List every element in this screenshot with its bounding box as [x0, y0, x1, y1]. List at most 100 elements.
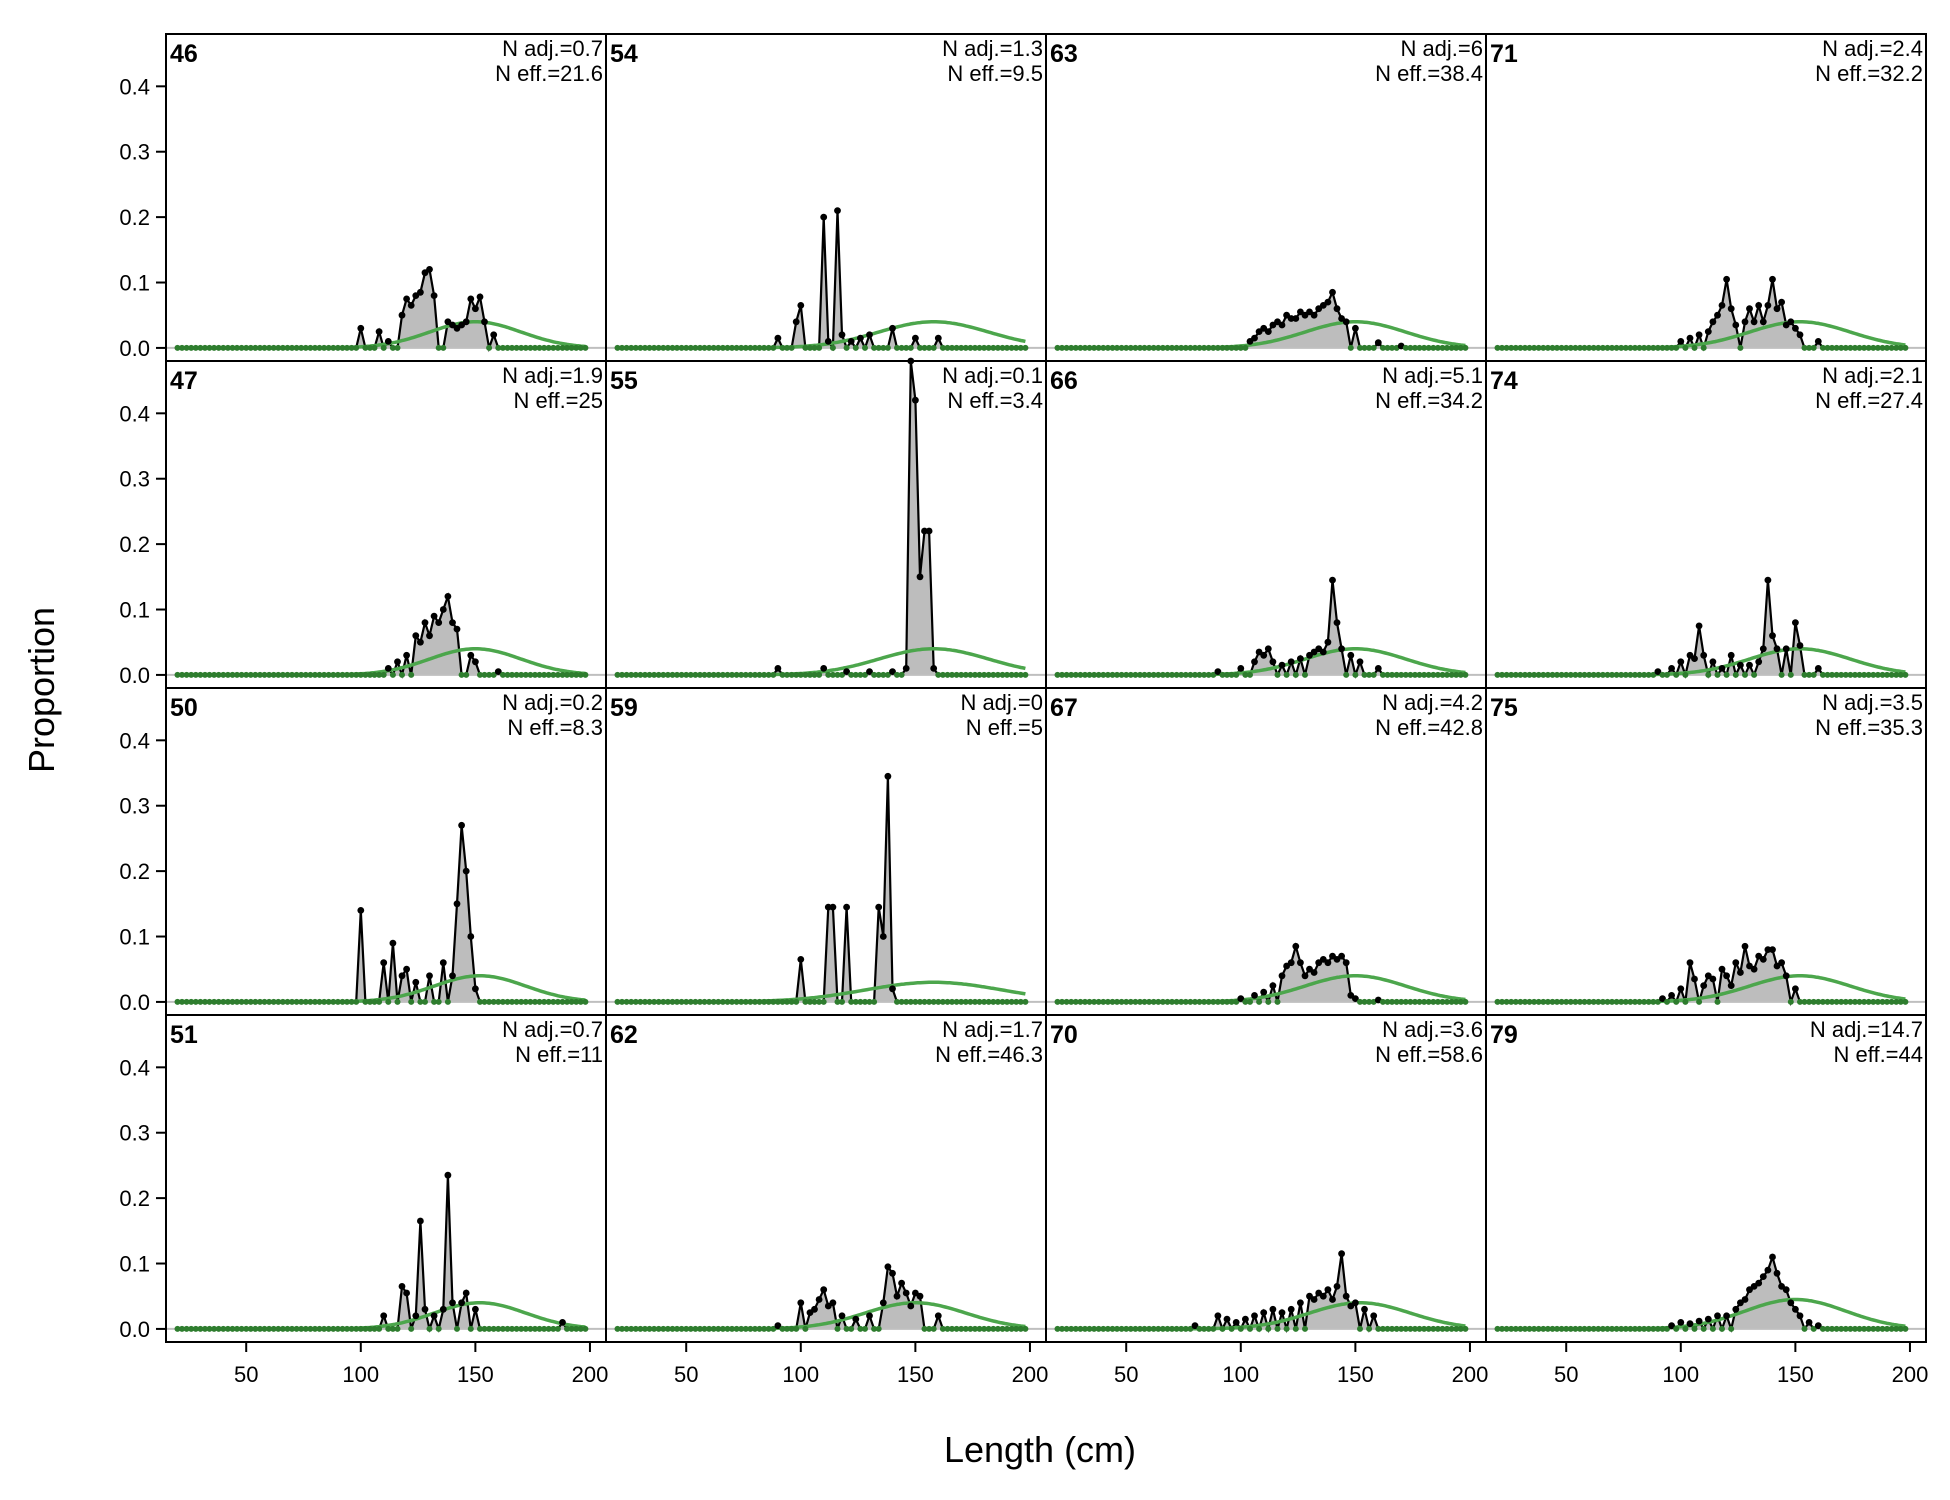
observed-point	[1764, 302, 1772, 309]
observed-point	[1352, 995, 1359, 1002]
observed-point	[1342, 318, 1350, 326]
observed-point	[871, 671, 878, 678]
observed-point	[742, 344, 749, 351]
observed-point	[1063, 998, 1070, 1005]
observed-point	[490, 331, 498, 339]
observed-point	[1366, 671, 1373, 678]
observed-point	[719, 1325, 726, 1332]
observed-point	[1329, 576, 1336, 584]
observed-point	[1178, 998, 1185, 1005]
observed-point	[453, 625, 461, 633]
observed-point	[902, 1289, 910, 1297]
observed-point	[623, 344, 630, 351]
observed-point	[266, 1325, 273, 1332]
observed-area	[617, 776, 1026, 1002]
observed-point	[215, 998, 222, 1005]
observed-point	[678, 671, 685, 678]
observed-point	[1150, 344, 1157, 351]
observed-point	[752, 1325, 758, 1332]
observed-point	[1888, 1325, 1895, 1332]
observed-point	[1319, 648, 1327, 656]
observed-point	[215, 671, 222, 678]
panel-label: 74	[1490, 367, 1518, 395]
observed-point	[1718, 302, 1726, 309]
observed-point	[1613, 1325, 1620, 1332]
observed-point	[444, 593, 452, 600]
observed-point	[1888, 671, 1895, 678]
observed-point	[1008, 344, 1015, 351]
observed-point	[1805, 1319, 1813, 1326]
observed-point	[820, 213, 828, 221]
observed-point	[1132, 671, 1139, 678]
observed-point	[697, 344, 703, 351]
observed-point	[724, 671, 731, 678]
observed-point	[981, 998, 988, 1005]
observed-point	[1338, 952, 1345, 960]
observed-point	[1759, 645, 1767, 653]
observed-point	[884, 671, 891, 678]
observed-point	[1370, 344, 1377, 351]
observed-point	[536, 344, 543, 351]
observed-point	[1503, 998, 1510, 1005]
observed-point	[1609, 671, 1615, 678]
panel-label: 62	[610, 1021, 638, 1049]
observed-point	[802, 344, 809, 351]
observed-point	[719, 344, 726, 351]
observed-point	[642, 344, 648, 351]
observed-point	[1544, 998, 1551, 1005]
observed-point	[637, 1325, 644, 1332]
observed-point	[944, 671, 951, 678]
observed-point	[687, 344, 694, 351]
observed-point	[375, 328, 383, 335]
observed-point	[1677, 338, 1685, 345]
observed-point	[582, 998, 589, 1005]
observed-point	[1819, 344, 1826, 351]
observed-point	[550, 1325, 557, 1332]
observed-point	[1425, 998, 1432, 1005]
observed-point	[724, 344, 731, 351]
observed-point	[862, 998, 868, 1005]
observed-point	[1531, 671, 1538, 678]
observed-point	[756, 671, 763, 678]
observed-point	[504, 344, 511, 351]
observed-point	[1232, 1319, 1240, 1326]
observed-point	[334, 1325, 341, 1332]
observed-point	[426, 972, 433, 980]
n-eff-label: N eff.=5	[966, 715, 1043, 740]
observed-point	[1393, 998, 1400, 1005]
observed-point	[1801, 344, 1808, 351]
observed-point	[807, 998, 813, 1005]
observed-point	[1645, 344, 1652, 351]
observed-point	[839, 998, 845, 1005]
observed-point	[577, 344, 584, 351]
observed-point	[1086, 1325, 1093, 1332]
observed-point	[715, 344, 722, 351]
observed-point	[435, 619, 443, 626]
observed-point	[683, 671, 690, 678]
observed-point	[1063, 344, 1070, 351]
observed-point	[202, 344, 208, 351]
observed-point	[824, 338, 832, 345]
observed-point	[729, 671, 735, 678]
observed-point	[1301, 972, 1309, 980]
observed-point	[1333, 305, 1341, 313]
observed-point	[729, 998, 735, 1005]
observed-point	[866, 331, 873, 339]
observed-point	[710, 998, 717, 1005]
panel-label: 67	[1050, 694, 1078, 722]
observed-point	[1201, 671, 1208, 678]
n-eff-label: N eff.=32.2	[1815, 61, 1923, 86]
observed-point	[1727, 651, 1735, 659]
observed-point	[1013, 344, 1020, 351]
observed-point	[439, 606, 447, 613]
observed-point	[1109, 1325, 1116, 1332]
n-adj-label: N adj.=1.7	[942, 1017, 1043, 1042]
observed-point	[1741, 942, 1749, 950]
observed-point	[422, 998, 428, 1005]
observed-point	[761, 1325, 768, 1332]
panel-71: 71 N adj.=2.4N eff.=32.2	[1485, 33, 1927, 362]
observed-point	[1100, 671, 1107, 678]
n-adj-label: N adj.=14.7	[1810, 1017, 1923, 1042]
observed-point	[467, 651, 475, 659]
observed-point	[234, 344, 240, 351]
